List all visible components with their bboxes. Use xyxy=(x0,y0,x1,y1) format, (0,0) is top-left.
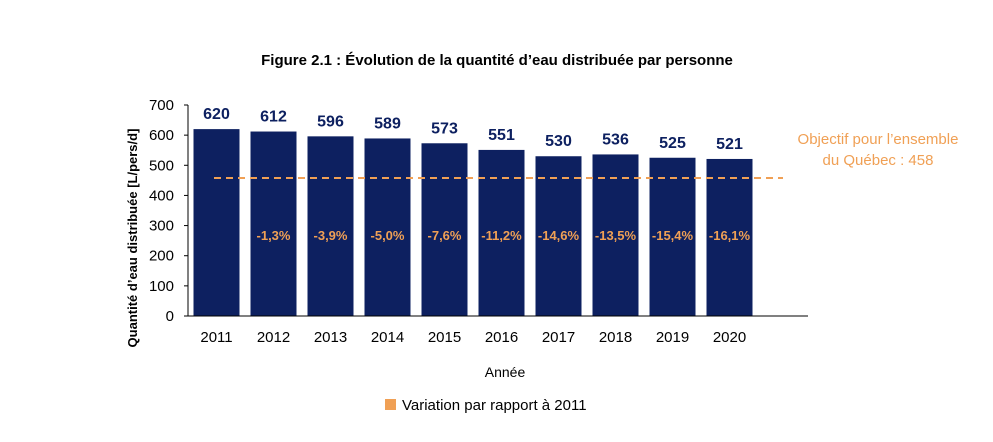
variation-label: -15,4% xyxy=(652,228,694,243)
y-tick-label: 400 xyxy=(149,187,174,204)
legend-label: Variation par rapport à 2011 xyxy=(402,397,587,414)
x-tick-label: 2017 xyxy=(542,329,575,346)
bar-value-label: 589 xyxy=(374,115,401,132)
variation-label: -7,6% xyxy=(428,228,462,243)
x-tick-label: 2018 xyxy=(599,329,632,346)
y-tick-label: 100 xyxy=(149,278,174,295)
y-tick-label: 600 xyxy=(149,127,174,144)
chart-title: Figure 2.1 : Évolution de la quantité d’… xyxy=(261,52,733,69)
y-axis: 0 100 200 300 400 500 600 700 xyxy=(149,97,189,325)
x-tick-label: 2015 xyxy=(428,329,461,346)
reference-label-line2: du Québec : 458 xyxy=(823,152,934,169)
variation-label: -16,1% xyxy=(709,228,751,243)
y-tick-label: 0 xyxy=(166,308,174,325)
x-axis: 2011 2012 2013 2014 2015 2016 2017 2018 2019 2020 xyxy=(188,315,808,346)
variation-label: -3,9% xyxy=(314,228,348,243)
bar xyxy=(193,129,240,316)
legend-swatch xyxy=(385,399,396,410)
bar-value-label: 530 xyxy=(545,133,572,150)
bar xyxy=(307,136,354,316)
y-tick-label: 200 xyxy=(149,248,174,265)
bar-value-label: 536 xyxy=(602,131,629,148)
bar-value-label: 596 xyxy=(317,113,344,130)
variation-label: -11,2% xyxy=(481,228,522,243)
bar-value-label: 551 xyxy=(488,127,515,144)
reference-line-group: Objectif pour l’ensemble du Québec : 458 xyxy=(214,131,959,179)
x-tick-label: 2014 xyxy=(371,329,404,346)
x-tick-label: 2013 xyxy=(314,329,347,346)
bar xyxy=(421,143,468,316)
bar-value-label: 612 xyxy=(260,109,287,126)
reference-label-line1: Objectif pour l’ensemble xyxy=(798,131,959,148)
variation-label: -13,5% xyxy=(595,228,637,243)
x-tick-label: 2016 xyxy=(485,329,518,346)
bar xyxy=(535,156,582,316)
bar-value-label: 521 xyxy=(716,136,743,153)
bar-value-label: 620 xyxy=(203,106,230,123)
x-tick-label: 2020 xyxy=(713,329,746,346)
variation-label: -14,6% xyxy=(538,228,580,243)
y-tick-label: 300 xyxy=(149,218,174,235)
bar xyxy=(250,131,297,316)
bars: 620 612 -1,3% 596 -3,9% 589 -5,0% 573 -7,6% 551 -1… xyxy=(193,106,753,316)
y-tick-label: 700 xyxy=(149,97,174,114)
variation-label: -1,3% xyxy=(257,228,291,243)
legend: Variation par rapport à 2011 xyxy=(385,397,587,414)
bar xyxy=(706,158,753,316)
bar xyxy=(592,154,639,316)
x-axis-title: Année xyxy=(485,364,526,380)
y-axis-title: Quantité d’eau distribuée [L/pers/d] xyxy=(125,129,140,348)
x-tick-label: 2019 xyxy=(656,329,689,346)
x-tick-label: 2012 xyxy=(257,329,290,346)
bar-value-label: 525 xyxy=(659,135,686,152)
variation-label: -5,0% xyxy=(371,228,405,243)
x-tick-label: 2011 xyxy=(200,329,232,346)
bar xyxy=(364,138,411,316)
y-tick-label: 500 xyxy=(149,157,174,174)
bar xyxy=(649,157,696,316)
bar-value-label: 573 xyxy=(431,120,458,137)
